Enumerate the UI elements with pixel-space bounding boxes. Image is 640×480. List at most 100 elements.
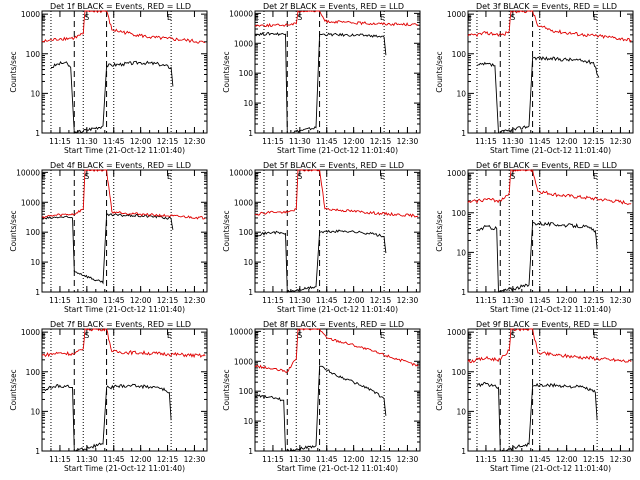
y-tick-label: 10000: [229, 9, 253, 18]
y-tick-label: 1000: [234, 198, 253, 207]
x-tick-label: 11:30: [502, 296, 524, 305]
panel-title: Det 7f BLACK = Events, RED = LLD: [50, 320, 191, 329]
x-tick-label: 11:30: [502, 137, 524, 146]
y-tick-label: 1: [35, 288, 40, 297]
y-tick-label: 1: [461, 447, 466, 456]
panel-1: Det 1f BLACK = Events, RED = LLD 1 10 100 10…: [9, 2, 208, 155]
panel-9: Det 9f BLACK = Events, RED = LLD 1 10 100 10…: [435, 320, 634, 473]
x-tick-label: 12:30: [184, 137, 206, 146]
marker-label: E: [254, 172, 259, 181]
y-axis-label: Counts/sec: [435, 51, 444, 92]
plot-frame: [254, 328, 421, 452]
y-tick-label: 10000: [229, 168, 253, 177]
marker-label: E: [41, 331, 46, 340]
x-tick-label: 11:45: [529, 296, 551, 305]
marker-label: S: [84, 172, 89, 181]
marker-label: E: [167, 13, 172, 22]
lld-series-line: [254, 169, 419, 218]
marker-label: E: [467, 331, 472, 340]
x-tick-label: 11:45: [529, 137, 551, 146]
plot-frame: [467, 169, 634, 293]
events-series-line: [476, 381, 598, 452]
y-tick-label: 100: [26, 50, 41, 59]
events-series-line: [254, 365, 387, 452]
y-tick-label: 1000: [21, 328, 40, 337]
panel-title: Det 1f BLACK = Events, RED = LLD: [50, 2, 191, 11]
panel-title: Det 4f BLACK = Events, RED = LLD: [50, 161, 191, 170]
panel-6: Det 6f BLACK = Events, RED = LLD 1 10 100 10…: [435, 161, 634, 314]
y-tick-label: 1: [248, 129, 253, 138]
marker-label: S: [297, 331, 302, 340]
x-tick-label: 12:30: [397, 137, 419, 146]
marker-label: E: [167, 172, 172, 181]
marker-label: S: [510, 172, 515, 181]
panel-title: Det 3f BLACK = Events, RED = LLD: [476, 2, 617, 11]
y-tick-label: 100: [452, 209, 467, 218]
lld-series-line: [467, 10, 632, 43]
y-tick-label: 10: [456, 407, 466, 416]
x-tick-label: 12:00: [556, 137, 578, 146]
y-tick-label: 1000: [21, 10, 40, 19]
events-series-line: [476, 56, 600, 134]
x-tick-label: 11:15: [49, 137, 71, 146]
events-series-line: [254, 31, 387, 134]
x-tick-label: 12:30: [610, 455, 632, 464]
x-tick-label: 11:45: [316, 137, 338, 146]
x-tick-label: 11:45: [103, 296, 125, 305]
x-axis-label: Start Time (21-Oct-12 11:01:40): [64, 464, 185, 473]
x-tick-label: 12:15: [370, 137, 392, 146]
x-tick-label: 11:15: [262, 455, 284, 464]
x-tick-label: 11:45: [103, 137, 125, 146]
marker-label: E: [593, 13, 598, 22]
x-tick-label: 12:00: [343, 296, 365, 305]
y-tick-label: 100: [452, 368, 467, 377]
y-tick-label: 1000: [234, 39, 253, 48]
marker-label: S: [84, 331, 89, 340]
x-tick-label: 12:00: [343, 455, 365, 464]
y-tick-label: 100: [452, 50, 467, 59]
marker-label: S: [510, 331, 515, 340]
plot-frame: [254, 169, 421, 293]
x-axis-label: Start Time (21-Oct-12 11:01:40): [277, 464, 398, 473]
x-tick-label: 12:30: [184, 455, 206, 464]
events-series-line: [51, 60, 174, 134]
y-axis-label: Counts/sec: [9, 51, 18, 92]
events-series-line: [254, 229, 387, 294]
x-tick-label: 12:15: [583, 137, 605, 146]
marker-label: E: [593, 172, 598, 181]
y-tick-label: 1000: [234, 357, 253, 366]
x-axis-label: Start Time (21-Oct-12 11:01:40): [64, 146, 185, 155]
marker-label: E: [467, 13, 472, 22]
x-tick-label: 11:30: [289, 296, 311, 305]
x-tick-label: 11:30: [76, 137, 98, 146]
x-tick-label: 11:15: [262, 137, 284, 146]
marker-label: E: [41, 13, 46, 22]
lld-series-line: [254, 10, 419, 28]
y-tick-label: 100: [239, 228, 254, 237]
x-tick-label: 12:15: [370, 296, 392, 305]
x-tick-label: 11:15: [49, 455, 71, 464]
marker-label: E: [254, 331, 259, 340]
y-tick-label: 1: [248, 288, 253, 297]
y-tick-label: 10: [30, 258, 40, 267]
events-series-line: [476, 221, 598, 293]
marker-label: S: [297, 172, 302, 181]
marker-label: E: [380, 13, 385, 22]
y-tick-label: 10: [243, 258, 253, 267]
x-axis-label: Start Time (21-Oct-12 11:01:40): [64, 305, 185, 314]
x-axis-label: Start Time (21-Oct-12 11:01:40): [490, 305, 611, 314]
x-tick-label: 12:00: [130, 296, 152, 305]
x-tick-label: 11:15: [262, 296, 284, 305]
y-tick-label: 100: [26, 228, 41, 237]
marker-label: E: [167, 331, 172, 340]
panel-5: Det 5f BLACK = Events, RED = LLD 1 10 100 10…: [222, 161, 421, 314]
y-axis-label: Counts/sec: [222, 210, 231, 251]
plot-frame: [41, 328, 208, 452]
x-tick-label: 11:45: [316, 296, 338, 305]
x-axis-label: Start Time (21-Oct-12 11:01:40): [490, 146, 611, 155]
x-tick-label: 11:30: [289, 137, 311, 146]
y-tick-label: 10000: [16, 168, 40, 177]
x-tick-label: 12:30: [397, 296, 419, 305]
y-tick-label: 10: [456, 89, 466, 98]
y-axis-label: Counts/sec: [222, 369, 231, 410]
